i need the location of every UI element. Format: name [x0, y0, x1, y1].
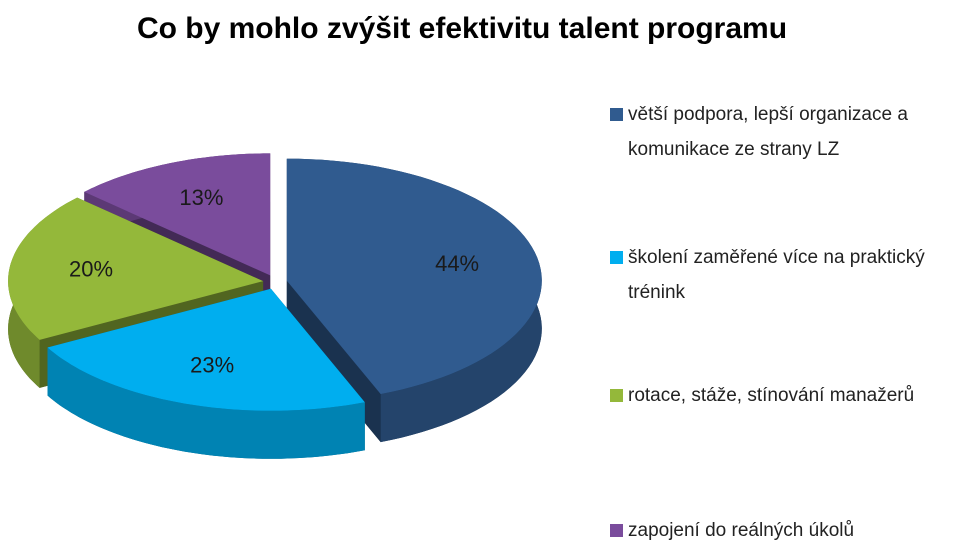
- legend-swatch: [610, 389, 623, 402]
- value-label: 20%: [69, 257, 113, 282]
- legend-label: rotace, stáže, stínování manažerů: [628, 385, 915, 406]
- slice-top: [8, 197, 264, 340]
- slice-top: [84, 153, 271, 276]
- legend-item: větší podpora, lepší organizace a komuni…: [610, 97, 957, 167]
- legend-label: větší podpora, lepší organizace a komuni…: [628, 104, 908, 160]
- legend-swatch: [610, 524, 623, 537]
- value-label: 44%: [435, 251, 479, 276]
- legend-label: zapojení do reálných úkolů: [628, 520, 855, 540]
- legend-item: školení zaměřené více na praktický tréni…: [610, 240, 957, 310]
- value-label: 13%: [179, 185, 223, 210]
- slice: [286, 158, 542, 443]
- legend-item: rotace, stáže, stínování manažerů: [610, 378, 957, 413]
- legend-label: školení zaměřené více na praktický tréni…: [628, 247, 925, 303]
- chart-title: Co by mohlo zvýšit efektivitu talent pro…: [137, 12, 787, 45]
- slice: [47, 288, 365, 459]
- value-label: 23%: [190, 353, 234, 378]
- legend-swatch: [610, 108, 623, 121]
- slice-wall: [47, 347, 365, 459]
- legend-item: zapojení do reálných úkolů: [610, 513, 957, 540]
- slice-top: [47, 288, 365, 411]
- slice-top: [286, 158, 542, 395]
- legend-swatch: [610, 251, 623, 264]
